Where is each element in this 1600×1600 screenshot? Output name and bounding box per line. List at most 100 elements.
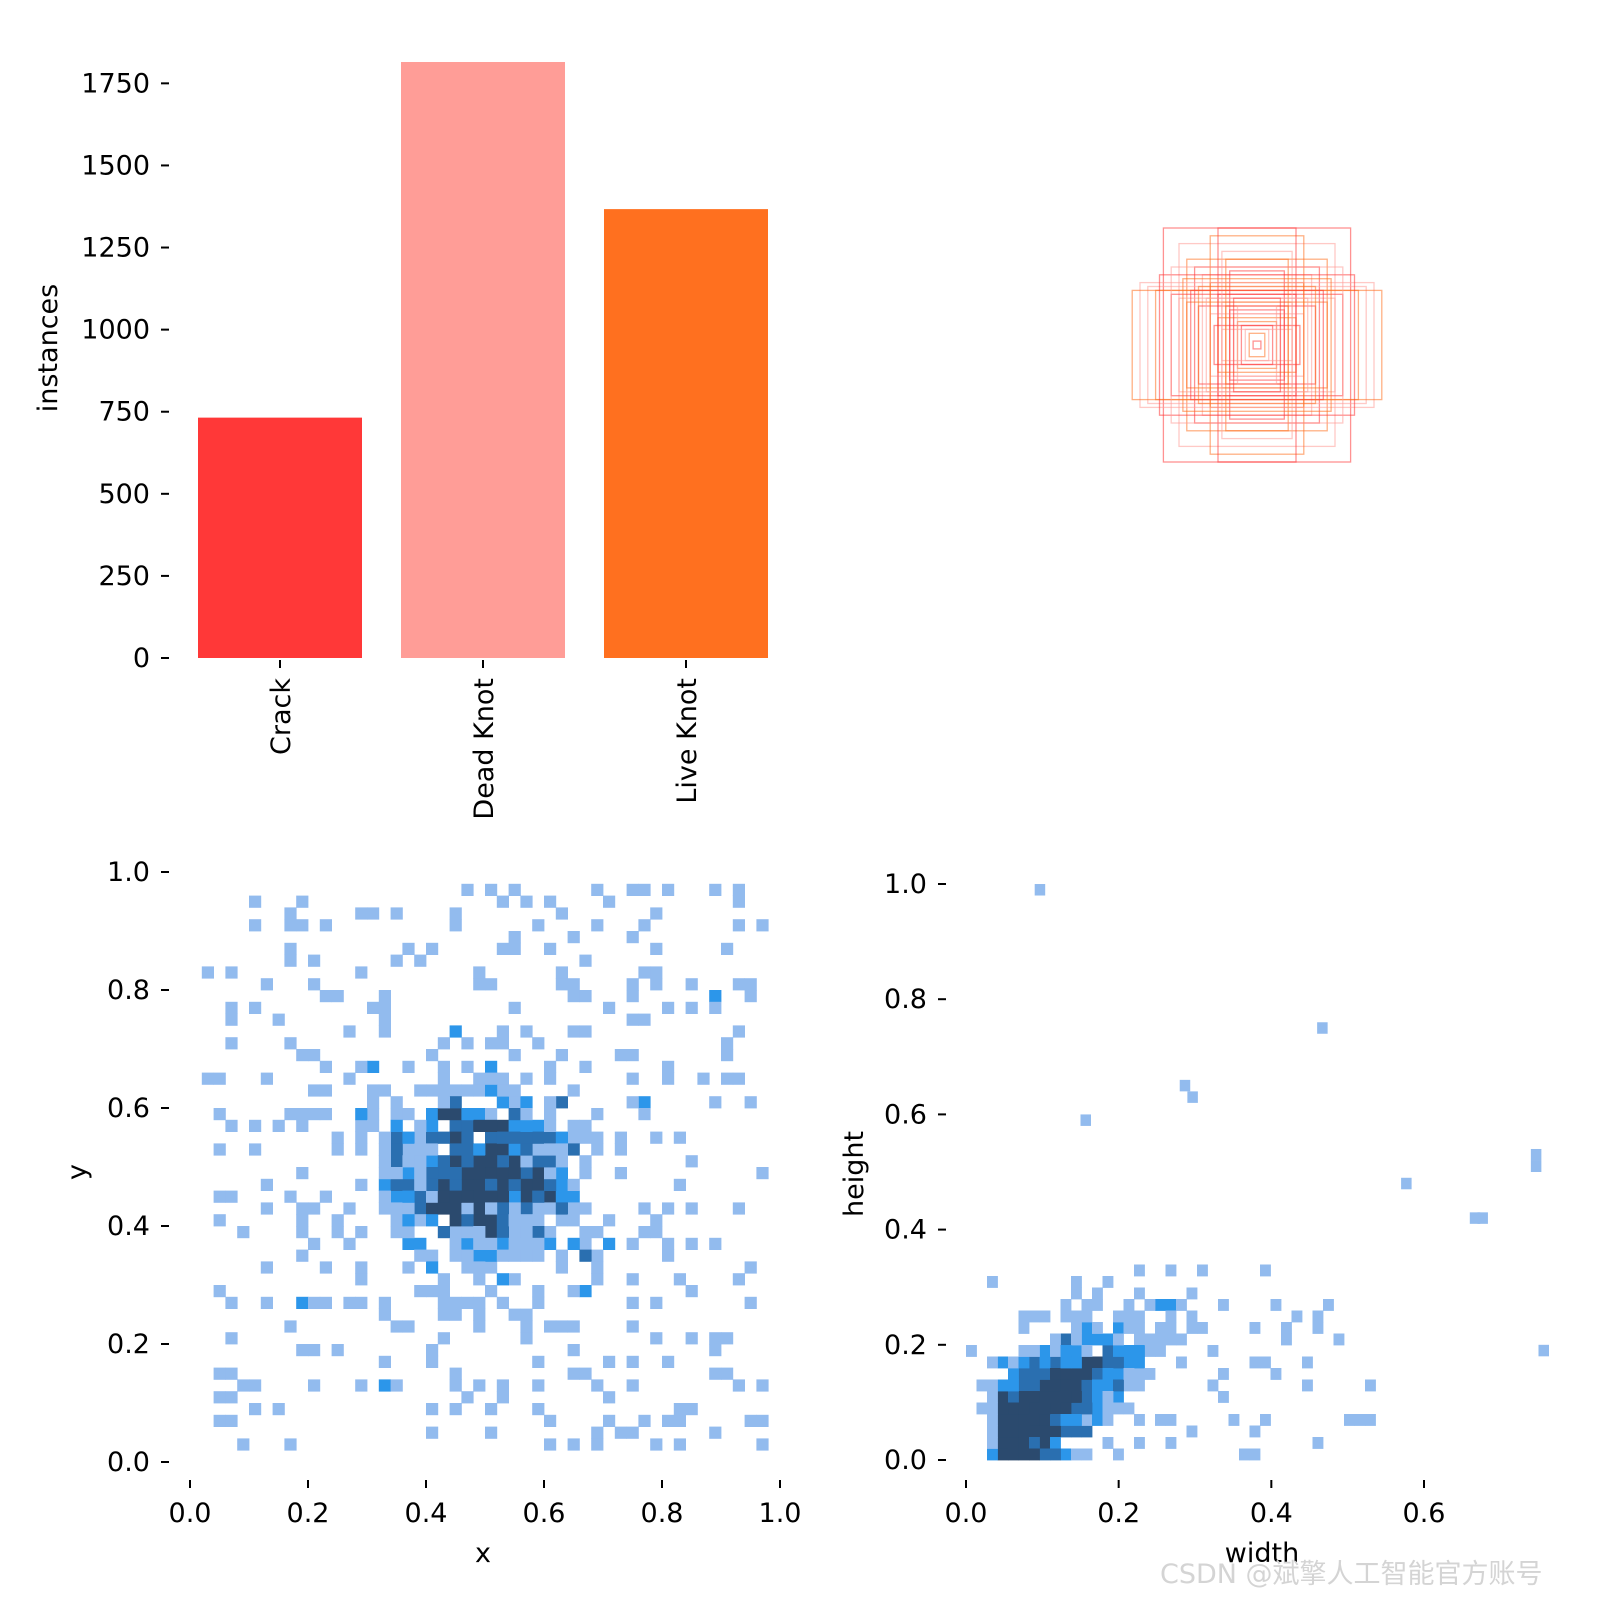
xy-bin — [378, 1155, 391, 1168]
xy-bin — [249, 1379, 262, 1392]
wh-bin — [1176, 1299, 1187, 1311]
xy-bin — [378, 1013, 391, 1026]
xy-bin — [567, 1344, 580, 1357]
xy-bin — [225, 1119, 238, 1132]
xy-bin — [461, 1084, 474, 1097]
wh-bin — [1134, 1287, 1145, 1300]
wh-bin — [1323, 1299, 1334, 1311]
xy-bin — [567, 1084, 580, 1097]
xy-bin — [308, 1237, 321, 1250]
xy-bin — [555, 1167, 568, 1180]
wh-bin — [1060, 1356, 1072, 1369]
xy-bin — [650, 942, 663, 955]
xy-bin — [473, 1237, 486, 1250]
xy-bin — [496, 895, 509, 908]
xy-bin — [225, 966, 238, 979]
xy-bin — [355, 966, 368, 979]
xy-bin — [544, 1320, 557, 1333]
wh-bin — [1102, 1414, 1114, 1426]
wh-bin — [1197, 1264, 1208, 1277]
wh-bin — [1081, 1356, 1093, 1369]
wh-bin — [1018, 1322, 1030, 1334]
xy-bin — [532, 1285, 545, 1298]
xy-bin — [449, 1143, 462, 1156]
xy-bin — [449, 1096, 462, 1109]
xy-bin — [449, 1155, 462, 1168]
xy-bin — [532, 1379, 545, 1392]
wh-bin — [1092, 1299, 1103, 1311]
wh-bin — [1050, 1391, 1061, 1403]
xy-bin — [473, 1296, 486, 1309]
xy-bin — [485, 1426, 498, 1439]
xy-bin — [567, 1214, 580, 1227]
xy-bin — [260, 1296, 273, 1309]
xy-bin — [284, 907, 297, 920]
xy-bin — [308, 1049, 321, 1062]
wh-bin — [1113, 1322, 1124, 1334]
xy-bin — [437, 1273, 450, 1286]
xy-bin — [213, 1391, 226, 1404]
xy-bin — [473, 1143, 486, 1156]
xy-bin — [638, 1414, 651, 1427]
xy-ytick-label: 0.8 — [107, 975, 150, 1006]
xy-bin — [532, 1131, 545, 1144]
bar-ytick-label: 250 — [98, 561, 150, 592]
label-box — [1217, 227, 1297, 463]
wh-bin — [1029, 1345, 1040, 1357]
wh-bin — [997, 1448, 1009, 1461]
xy-bin — [473, 1072, 486, 1085]
bar-ytick-label: 1000 — [81, 315, 150, 346]
xy-bin — [650, 1332, 663, 1345]
xy-bin — [567, 1025, 580, 1038]
wh-bin — [1260, 1414, 1271, 1426]
class-count-bar-chart: 0 250 500 750 1000 1250 1500 1750 Crack Dead Knot… — [81, 62, 768, 820]
xy-bin — [402, 1226, 415, 1239]
wh-bin — [997, 1391, 1009, 1403]
wh-bin — [1270, 1368, 1282, 1380]
label-box — [1236, 305, 1278, 385]
box-overlay-plot — [1131, 227, 1383, 463]
wh-bin — [1081, 1345, 1093, 1357]
xy-bin — [650, 907, 663, 920]
xy-bin — [591, 919, 604, 932]
xy-bin — [331, 1344, 344, 1357]
xy-bin — [614, 1049, 627, 1062]
xy-bin — [638, 1202, 651, 1215]
xy-bin — [237, 1379, 250, 1392]
xy-bin — [414, 1131, 427, 1144]
wh-bin — [1081, 1379, 1093, 1392]
xy-bin — [532, 1237, 545, 1250]
xy-bin — [343, 1072, 356, 1085]
xy-bin — [673, 1403, 686, 1416]
xy-bin — [449, 1190, 462, 1203]
xy-bin — [508, 1155, 521, 1168]
wh-bin — [1134, 1345, 1145, 1357]
xy-bin — [603, 1214, 616, 1227]
xy-bin — [296, 1344, 309, 1357]
xy-bin — [390, 1320, 403, 1333]
xy-bin — [308, 1379, 321, 1392]
xy-bin — [461, 1202, 474, 1215]
xy-bin — [567, 1190, 580, 1203]
bar-live-knot — [604, 209, 768, 658]
wh-bin — [1081, 1391, 1093, 1403]
xy-bin — [496, 1037, 509, 1050]
xy-bin — [567, 1119, 580, 1132]
xy-bin — [544, 895, 557, 908]
xy-bin — [213, 1367, 226, 1380]
xy-bin — [508, 1131, 521, 1144]
xy-bin — [449, 1202, 462, 1215]
xy-bin — [650, 1296, 663, 1309]
xy-bin — [437, 1178, 450, 1191]
xy-bin — [378, 1202, 391, 1215]
wh-xtick-label: 0.4 — [1250, 1498, 1293, 1529]
xy-bin — [437, 1108, 450, 1121]
xy-histogram: 0.0 0.2 0.4 0.6 0.8 1.0 0.0 0.2 0.4 0.6 0.8 1.0 — [107, 857, 801, 1529]
xy-bin — [343, 1296, 356, 1309]
xy-bin — [485, 1131, 498, 1144]
xy-bin — [331, 990, 344, 1003]
xy-bin — [308, 1344, 321, 1357]
xy-bin — [579, 1285, 592, 1298]
xy-bin — [260, 978, 273, 991]
